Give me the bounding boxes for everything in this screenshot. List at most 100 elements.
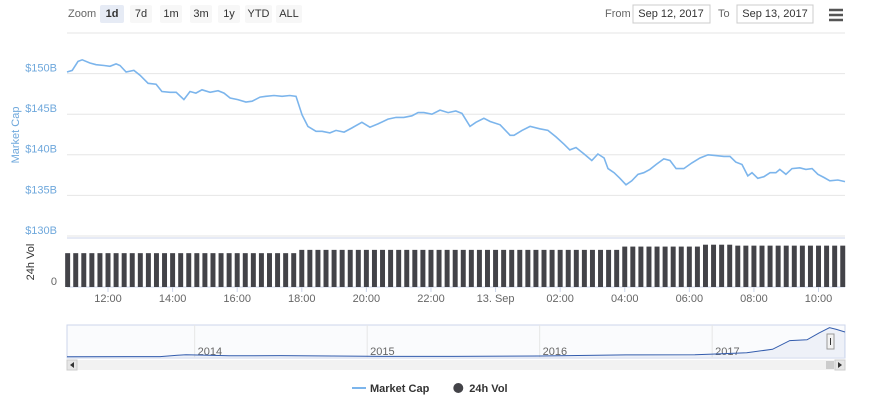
volume-bar bbox=[614, 249, 620, 287]
range-button-label[interactable]: 1m bbox=[163, 8, 178, 20]
range-button-label[interactable]: 7d bbox=[135, 8, 147, 20]
volume-bar bbox=[541, 249, 547, 287]
volume-bar bbox=[807, 245, 813, 287]
volume-bar bbox=[412, 249, 418, 287]
volume-bar bbox=[371, 249, 377, 287]
range-button-label[interactable]: 1d bbox=[106, 8, 119, 20]
y-tick-label: $135B bbox=[25, 184, 57, 196]
volume-bar bbox=[258, 253, 264, 287]
navigator-area bbox=[67, 327, 845, 357]
range-button[interactable] bbox=[100, 5, 124, 23]
menu-button[interactable] bbox=[829, 8, 843, 22]
volume-bar bbox=[307, 249, 313, 287]
volume-bar bbox=[557, 249, 563, 287]
volume-bar bbox=[606, 249, 612, 287]
volume-bar bbox=[460, 249, 466, 287]
volume-bar bbox=[533, 249, 539, 287]
range-button[interactable] bbox=[190, 5, 212, 23]
volume-bar bbox=[105, 253, 111, 287]
scrollbar-track[interactable] bbox=[67, 360, 845, 370]
navigator-tick-label: 2017 bbox=[715, 346, 739, 358]
from-label: From bbox=[605, 8, 631, 20]
x-tick-label: 13. Sep bbox=[477, 293, 515, 305]
x-tick-label: 16:00 bbox=[223, 293, 251, 305]
x-tick-label: 08:00 bbox=[740, 293, 768, 305]
range-button[interactable] bbox=[276, 5, 302, 23]
to-input[interactable] bbox=[736, 4, 814, 24]
volume-bar bbox=[840, 245, 846, 287]
volume-bar bbox=[404, 249, 410, 287]
scroll-right-arrow[interactable] bbox=[838, 362, 842, 368]
legend: Market Cap 24h Vol bbox=[352, 383, 508, 395]
volume-bar bbox=[476, 249, 482, 287]
volume-bar bbox=[767, 245, 773, 287]
volume-bar bbox=[218, 253, 224, 287]
x-tick-label: 06:00 bbox=[676, 293, 704, 305]
range-button-label[interactable]: ALL bbox=[279, 8, 299, 20]
range-button[interactable] bbox=[218, 5, 240, 23]
volume-bar bbox=[654, 246, 660, 287]
navigator[interactable] bbox=[66, 324, 846, 359]
range-button[interactable] bbox=[130, 5, 152, 23]
range-button[interactable] bbox=[245, 5, 272, 23]
volume-bar bbox=[485, 249, 490, 287]
volume-bar bbox=[727, 244, 733, 287]
volume-bar bbox=[73, 253, 79, 287]
volume-bar bbox=[380, 249, 386, 287]
range-button-label[interactable]: 1y bbox=[223, 8, 235, 20]
y-tick-label: $130B bbox=[25, 225, 57, 237]
volume-bar bbox=[799, 245, 805, 287]
volume-bar bbox=[686, 246, 692, 287]
volume-bar bbox=[388, 249, 394, 287]
volume-bar bbox=[194, 253, 200, 287]
volume-bar bbox=[323, 249, 329, 287]
volume-bar bbox=[396, 249, 402, 287]
range-button[interactable] bbox=[160, 5, 182, 23]
volume-bar bbox=[202, 253, 208, 287]
zoom-label: Zoom bbox=[68, 8, 96, 20]
x-tick-label: 02:00 bbox=[546, 293, 574, 305]
volume-bar bbox=[775, 245, 781, 287]
volume-bar bbox=[234, 253, 240, 287]
scroll-left-arrow[interactable] bbox=[70, 362, 74, 368]
volume-bar bbox=[493, 249, 499, 287]
volume-bar bbox=[331, 249, 337, 287]
from-input[interactable] bbox=[632, 4, 711, 24]
volume-bar bbox=[428, 249, 434, 287]
volume-bar bbox=[186, 253, 192, 287]
volume-bar bbox=[81, 253, 87, 287]
volume-bar bbox=[121, 253, 127, 287]
volume-bar bbox=[589, 249, 595, 287]
volume-bar bbox=[250, 253, 256, 287]
volume-bar bbox=[694, 246, 700, 287]
from-value[interactable]: Sep 12, 2017 bbox=[638, 8, 703, 20]
volume-bar bbox=[162, 253, 168, 287]
volume-bar bbox=[565, 249, 571, 287]
volume-bar bbox=[630, 246, 636, 287]
legend-swatch[interactable] bbox=[453, 383, 464, 393]
volume-bar bbox=[226, 253, 232, 287]
y-tick-label: $150B bbox=[25, 63, 57, 75]
volume-bar bbox=[299, 249, 305, 287]
range-button-label[interactable]: 3m bbox=[193, 8, 208, 20]
volume-bar bbox=[638, 246, 644, 287]
volume-bar bbox=[137, 253, 143, 287]
volume-bar bbox=[153, 253, 159, 287]
legend-label[interactable]: Market Cap bbox=[370, 383, 430, 395]
x-tick-label: 22:00 bbox=[417, 293, 445, 305]
y-axis-title: Market Cap bbox=[10, 107, 22, 164]
navigator-tick-label: 2016 bbox=[543, 346, 567, 358]
x-tick-label: 10:00 bbox=[805, 293, 833, 305]
range-button-label[interactable]: YTD bbox=[248, 8, 270, 20]
volume-bar bbox=[436, 249, 442, 287]
to-value[interactable]: Sep 13, 2017 bbox=[742, 8, 807, 20]
volume-bar bbox=[339, 249, 345, 287]
legend-label[interactable]: 24h Vol bbox=[469, 383, 507, 395]
scroll-thumb[interactable] bbox=[826, 361, 834, 369]
volume-bar bbox=[525, 249, 531, 287]
volume-bar bbox=[743, 245, 749, 287]
volume-bar bbox=[275, 253, 281, 287]
volume-bar bbox=[65, 253, 71, 287]
